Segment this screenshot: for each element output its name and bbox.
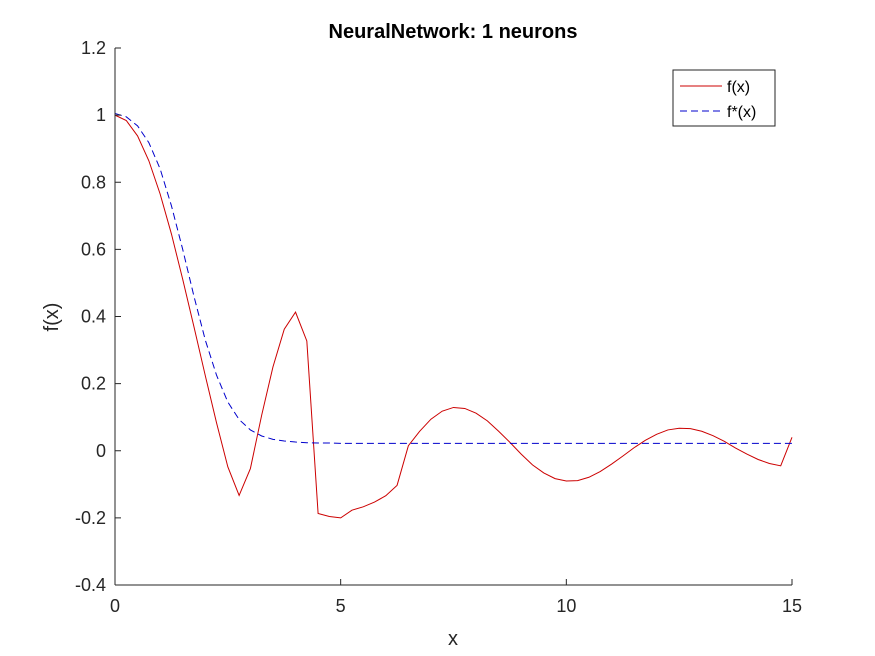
x-tick-label: 10 — [556, 596, 576, 616]
axes: 0 5 10 15 -0.4 -0.2 0 0.2 0.4 0.6 0.8 1 1.2 — [75, 38, 802, 616]
legend-label-2: f*(x) — [727, 104, 756, 121]
x-axis-label: x — [448, 628, 458, 650]
series-line-1 — [114, 114, 793, 519]
legend-box — [672, 69, 776, 127]
y-tick-label: 1 — [96, 105, 106, 125]
y-tick-label: 0.2 — [81, 374, 106, 394]
y-tick-label: 0 — [96, 441, 106, 461]
y-tick-label: -0.2 — [75, 508, 106, 528]
plot-area — [114, 112, 793, 519]
legend: f(x) f*(x) — [672, 69, 776, 127]
y-tick-label: 0.4 — [81, 307, 106, 327]
y-tick-label: -0.4 — [75, 575, 106, 595]
y-axis-label: f(x) — [41, 303, 63, 332]
chart-title: NeuralNetwork: 1 neurons — [329, 21, 578, 43]
series-line-2 — [114, 112, 792, 444]
x-tick-label: 0 — [110, 596, 120, 616]
y-tick-label: 0.6 — [81, 239, 106, 259]
y-tick-label: 0.8 — [81, 172, 106, 192]
x-tick-label: 5 — [336, 596, 346, 616]
x-tick-label: 15 — [782, 596, 802, 616]
y-tick-label: 1.2 — [81, 38, 106, 58]
legend-label-1: f(x) — [727, 79, 750, 96]
